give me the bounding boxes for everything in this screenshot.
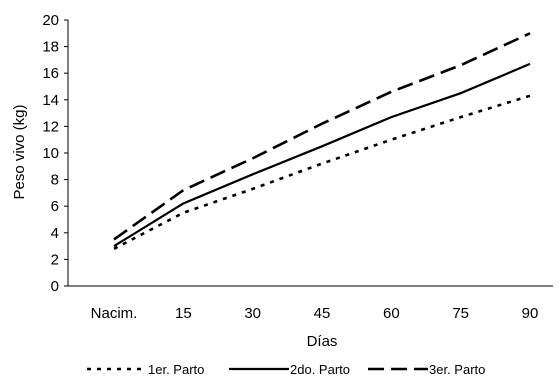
y-tick-label: 16	[42, 65, 59, 82]
series-line-2	[113, 62, 531, 248]
x-tick-label: 75	[452, 305, 469, 322]
x-tick-label: Nacim.	[91, 305, 138, 322]
legend-label-2: 2do. Parto	[290, 362, 350, 377]
y-tick-label: 8	[51, 172, 59, 189]
y-tick-label: 20	[42, 12, 59, 29]
legend-label-1: 1er. Parto	[148, 362, 204, 377]
x-tick-label: 90	[522, 305, 539, 322]
y-axis-label: Peso vivo (kg)	[11, 104, 28, 199]
legend-label-3: 3er. Parto	[429, 362, 485, 377]
y-tick-label: 6	[51, 198, 59, 215]
y-tick-label: 4	[51, 225, 59, 242]
x-tick-label: 60	[383, 305, 400, 322]
y-tick-label: 14	[42, 92, 59, 109]
y-tick-label: 12	[42, 118, 59, 135]
y-tick-label: 2	[51, 251, 59, 268]
series-lines	[113, 32, 531, 250]
series-line-1	[113, 94, 531, 250]
series-line-3	[113, 32, 531, 241]
x-axis-label: Días	[307, 333, 338, 350]
x-tick-label: 15	[175, 305, 192, 322]
y-tick-label: 18	[42, 39, 59, 56]
x-tick-label: 45	[314, 305, 331, 322]
legend: 1er. Parto 2do. Parto 3er. Parto	[87, 362, 485, 377]
y-tick-label: 0	[51, 278, 59, 295]
x-tick-label: 30	[244, 305, 261, 322]
y-axis-ticks: 0 2 4 6 8 10 12 14 16 18 20	[42, 12, 68, 295]
x-axis-ticks: Nacim. 15 30 45 60 75 90	[91, 305, 539, 322]
y-tick-label: 10	[42, 145, 59, 162]
